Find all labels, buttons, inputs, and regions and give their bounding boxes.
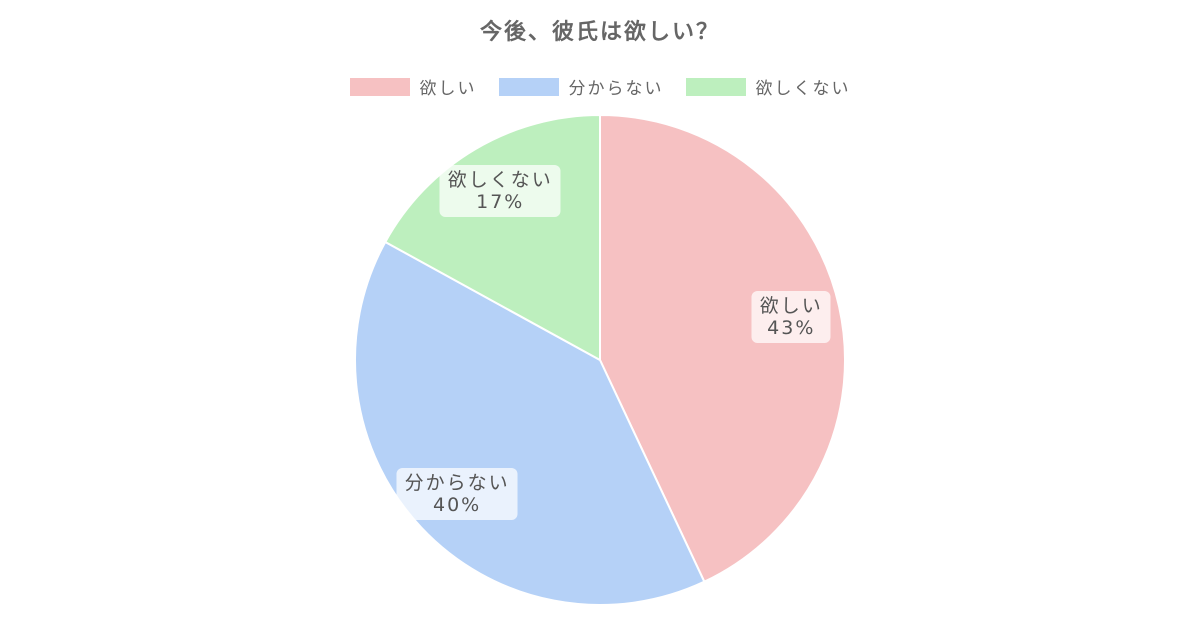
slice-label-not-want-name: 欲しくない [447, 169, 553, 192]
legend-label-not-want: 欲しくない [755, 79, 851, 99]
slice-label-want-name: 欲しい [759, 295, 823, 318]
legend-item-want[interactable]: 欲しい [349, 74, 477, 99]
legend-item-unsure[interactable]: 分からない [498, 74, 664, 99]
slice-label-unsure: 分からない 40% [396, 468, 518, 521]
legend-swatch-not-want [685, 77, 746, 96]
chart-legend: 欲しい 分からない 欲しくない [0, 74, 1200, 99]
slice-label-not-want-value: 17% [476, 191, 525, 214]
slice-label-not-want: 欲しくない 17% [439, 165, 561, 218]
slice-label-want: 欲しい 43% [751, 291, 831, 344]
legend-swatch-want [349, 77, 410, 96]
legend-label-want: 欲しい [419, 79, 477, 99]
slice-label-want-value: 43% [767, 317, 816, 340]
slice-label-unsure-name: 分からない [404, 472, 510, 495]
pie-slice-want[interactable] [599, 113, 846, 584]
legend-label-unsure: 分からない [568, 79, 664, 99]
slice-label-unsure-value: 40% [432, 494, 482, 517]
legend-item-not-want[interactable]: 欲しくない [685, 74, 851, 99]
legend-swatch-unsure [498, 77, 559, 96]
chart-title: 今後、彼氏は欲しい？ [479, 20, 720, 45]
